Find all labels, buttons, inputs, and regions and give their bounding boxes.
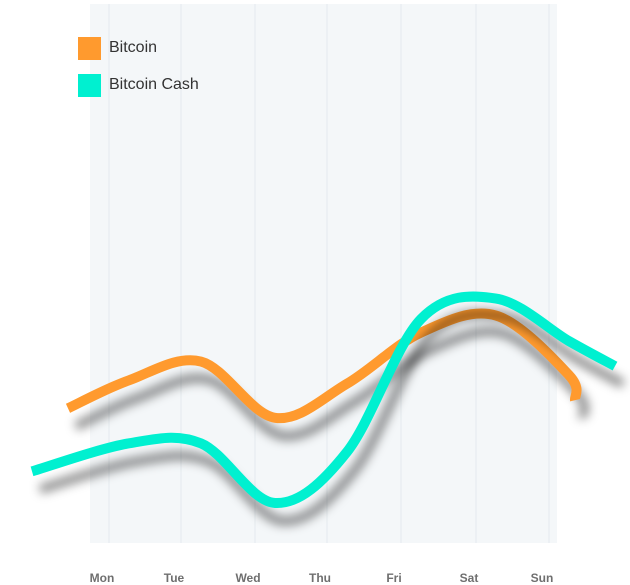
series-shadow-0 <box>74 327 590 441</box>
x-tick-label-sun: Sun <box>531 571 554 585</box>
series-shadow-1 <box>38 309 626 526</box>
x-tick-label-tue: Tue <box>164 571 185 585</box>
legend-label-bitcoin: Bitcoin <box>109 39 158 56</box>
x-tick-label-thu: Thu <box>309 571 331 585</box>
legend-swatch-bitcoin <box>78 36 101 60</box>
legend: Bitcoin Bitcoin Cash <box>78 36 199 110</box>
x-tick-label-sat: Sat <box>460 571 479 585</box>
series-layer <box>30 291 626 526</box>
legend-item-bitcoin-cash[interactable]: Bitcoin Cash <box>78 73 199 97</box>
x-tick-label-fri: Fri <box>386 571 401 585</box>
x-tick-label-mon: Mon <box>90 571 115 585</box>
legend-label-bitcoin-cash: Bitcoin Cash <box>109 76 199 93</box>
x-axis: Mon Tue Wed Thu Fri Sat Sun <box>90 571 554 585</box>
gridlines <box>108 4 550 543</box>
series-line-bitcoin[interactable] <box>65 308 582 424</box>
legend-swatch-bitcoin-cash <box>78 73 101 97</box>
x-tick-label-wed: Wed <box>235 571 260 585</box>
legend-item-bitcoin[interactable]: Bitcoin <box>78 36 199 60</box>
series-line-bitcoin-cash[interactable] <box>30 291 618 508</box>
